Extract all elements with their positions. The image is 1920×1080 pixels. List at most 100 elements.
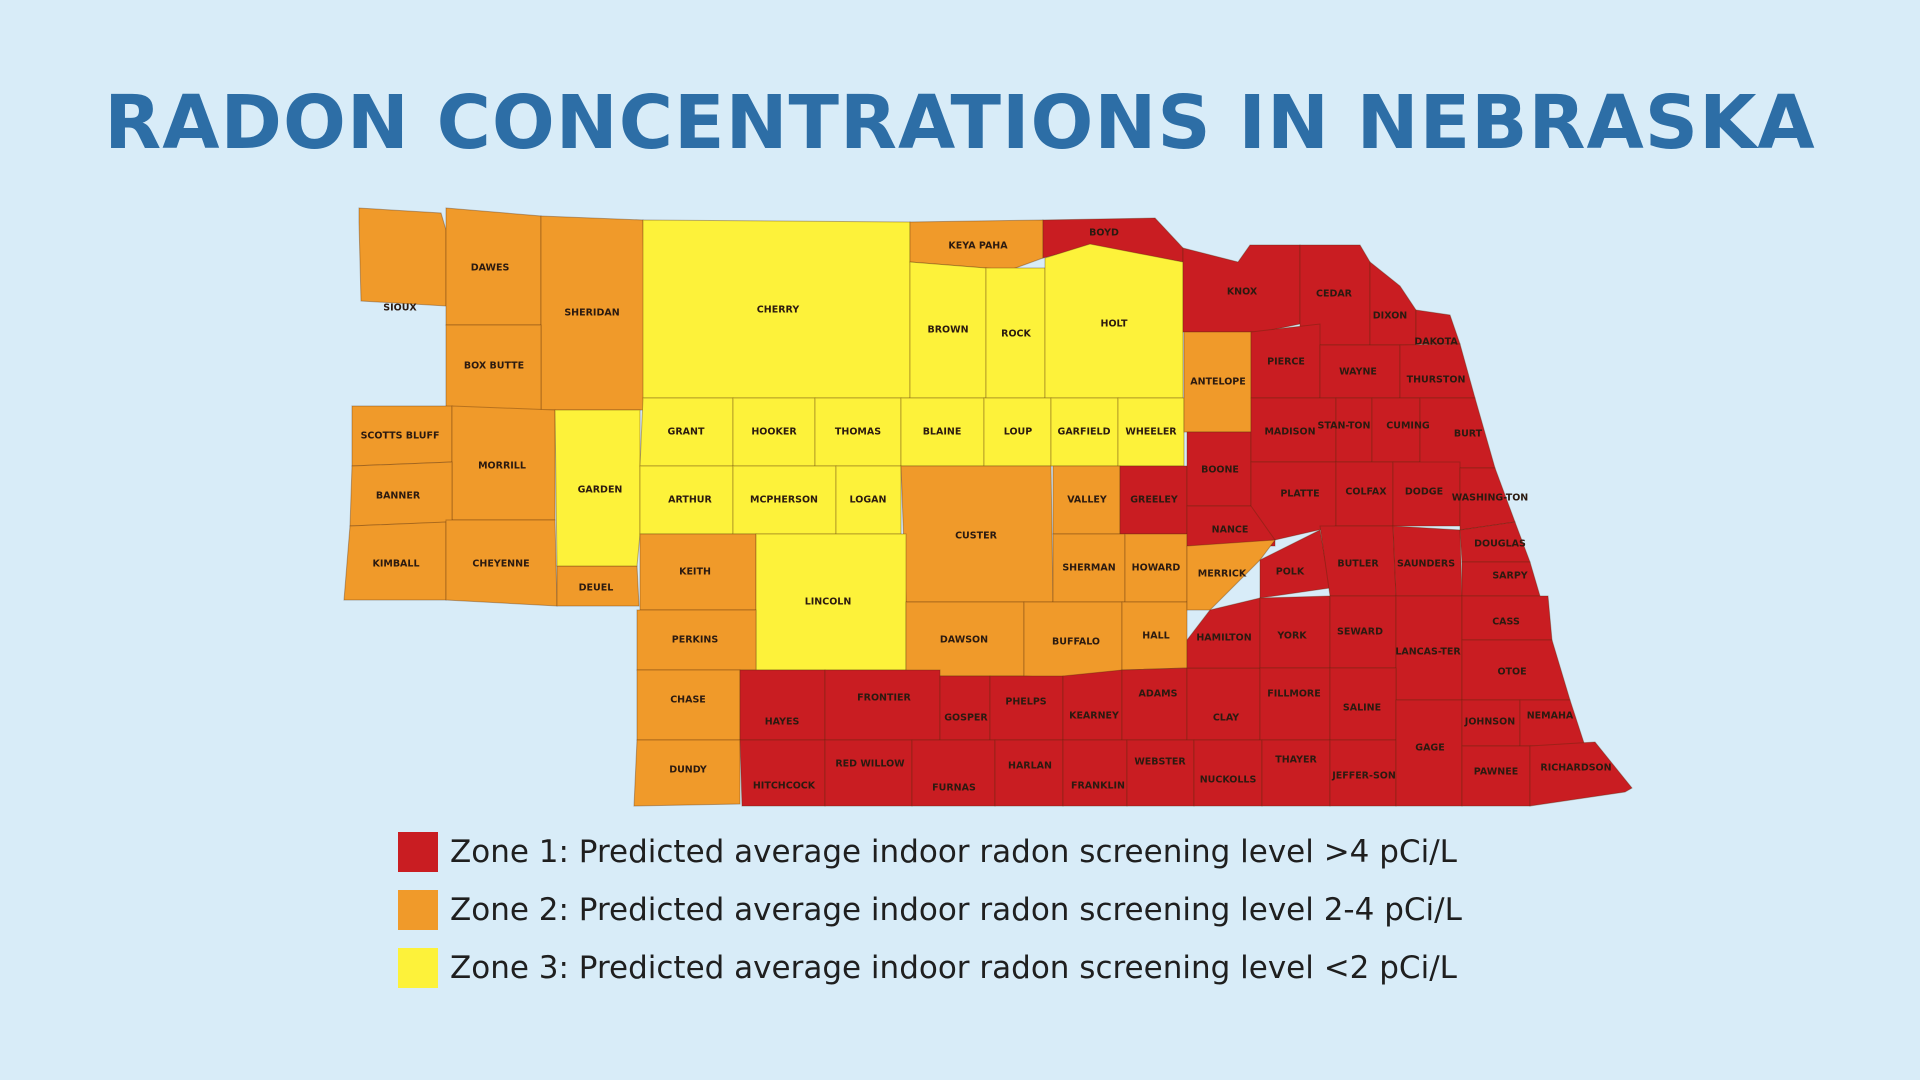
county-label-valley: VALLEY: [1067, 495, 1107, 506]
county-label-frontier: FRONTIER: [857, 693, 911, 704]
page-title: RADON CONCENTRATIONS IN NEBRASKA: [104, 80, 1816, 166]
county-label-boone: BOONE: [1201, 465, 1239, 476]
county-phelps: [989, 675, 1064, 741]
county-label-cheyenne: CHEYENNE: [472, 559, 529, 570]
county-label-furnas: FURNAS: [932, 783, 976, 794]
county-kearney: [1062, 669, 1123, 741]
county-richardson: [1529, 741, 1633, 807]
county-nemaha: [1519, 699, 1586, 747]
county-frontier: [824, 669, 941, 741]
county-franklin: [1062, 739, 1128, 807]
county-label-colfax: COLFAX: [1345, 487, 1387, 498]
county-label-keith: KEITH: [679, 567, 711, 578]
county-label-harlan: HARLAN: [1008, 761, 1052, 772]
county-sioux: [358, 207, 447, 307]
county-label-phelps: PHELPS: [1005, 697, 1046, 708]
county-label-dundy: DUNDY: [669, 765, 707, 776]
county-label-cass: CASS: [1492, 617, 1520, 628]
county-label-nuckolls: NUCKOLLS: [1200, 775, 1257, 786]
county-thayer: [1261, 739, 1331, 807]
county-label-garden: GARDEN: [578, 485, 623, 496]
county-label-deuel: DEUEL: [579, 583, 614, 594]
county-label-pierce: PIERCE: [1267, 357, 1305, 368]
county-label-hamilton: HAMILTON: [1196, 633, 1251, 644]
county-label-jeffer-son: JEFFER-SON: [1331, 771, 1396, 782]
county-label-keya-paha: KEYA PAHA: [948, 241, 1008, 252]
county-label-brown: BROWN: [927, 325, 968, 336]
county-label-douglas: DOUGLAS: [1474, 539, 1526, 550]
county-label-hitchcock: HITCHCOCK: [753, 781, 816, 792]
county-label-hooker: HOOKER: [751, 427, 797, 438]
county-garden: [554, 409, 641, 567]
county-label-morrill: MORRILL: [478, 461, 526, 472]
county-label-adams: ADAMS: [1139, 689, 1178, 700]
county-label-greeley: GREELEY: [1130, 495, 1178, 506]
county-label-otoe: OTOE: [1497, 667, 1526, 678]
county-label-garfield: GARFIELD: [1058, 427, 1111, 438]
county-label-polk: POLK: [1276, 567, 1305, 578]
county-label-wheeler: WHEELER: [1125, 427, 1177, 438]
county-label-blaine: BLAINE: [923, 427, 962, 438]
county-label-box-butte: BOX BUTTE: [464, 361, 524, 372]
county-label-platte: PLATTE: [1280, 489, 1319, 500]
county-label-dawes: DAWES: [471, 263, 510, 274]
legend-swatch-zone-3: [398, 948, 438, 988]
county-hayes: [739, 669, 826, 741]
county-label-richardson: RICHARDSON: [1540, 763, 1611, 774]
county-label-nemaha: NEMAHA: [1527, 711, 1574, 722]
county-label-chase: CHASE: [670, 695, 706, 706]
county-label-cuming: CUMING: [1386, 421, 1430, 432]
county-platte: [1250, 461, 1337, 541]
county-label-red-willow: RED WILLOW: [835, 759, 905, 770]
county-label-burt: BURT: [1454, 429, 1483, 440]
county-label-antelope: ANTELOPE: [1190, 377, 1246, 388]
county-label-washing-ton: WASHING-TON: [1452, 493, 1529, 504]
county-label-mcpherson: MCPHERSON: [750, 495, 818, 506]
county-nance: [1186, 505, 1276, 547]
county-label-madison: MADISON: [1264, 427, 1315, 438]
county-label-clay: CLAY: [1213, 713, 1239, 724]
legend-label-zone-1: Zone 1: Predicted average indoor radon s…: [450, 834, 1457, 870]
legend-item-zone-3: Zone 3: Predicted average indoor radon s…: [398, 948, 1462, 988]
county-harlan: [994, 739, 1064, 807]
county-label-dakota: DAKOTA: [1414, 337, 1458, 348]
county-label-hayes: HAYES: [765, 717, 800, 728]
county-label-sarpy: SARPY: [1492, 571, 1527, 582]
legend-item-zone-1: Zone 1: Predicted average indoor radon s…: [398, 832, 1462, 872]
county-label-kearney: KEARNEY: [1069, 711, 1119, 722]
county-label-perkins: PERKINS: [672, 635, 719, 646]
county-label-dodge: DODGE: [1405, 487, 1443, 498]
county-merrick: [1186, 539, 1277, 611]
county-label-hall: HALL: [1142, 631, 1169, 642]
county-label-lincoln: LINCOLN: [805, 597, 852, 608]
county-label-fillmore: FILLMORE: [1267, 689, 1320, 700]
county-hitchcock: [739, 739, 826, 807]
county-gosper: [939, 675, 991, 741]
county-furnas: [911, 739, 996, 807]
county-keya-paha: [909, 219, 1044, 271]
county-labels: SIOUX DAWES SHERIDAN BOX BUTTE SCOTTS BLUFF M…: [361, 228, 1612, 794]
county-label-saline: SALINE: [1343, 703, 1381, 714]
county-label-sherman: SHERMAN: [1062, 563, 1115, 574]
county-label-loup: LOUP: [1004, 427, 1033, 438]
county-label-pawnee: PAWNEE: [1474, 767, 1518, 778]
county-label-cedar: CEDAR: [1316, 289, 1353, 300]
county-label-grant: GRANT: [668, 427, 705, 438]
county-clay: [1186, 667, 1261, 741]
county-label-rock: ROCK: [1001, 329, 1031, 340]
legend-swatch-zone-2: [398, 890, 438, 930]
county-dundy: [633, 739, 741, 807]
county-label-merrick: MERRICK: [1198, 569, 1247, 580]
county-label-boyd: BOYD: [1089, 228, 1119, 239]
county-label-stan-ton: STAN-TON: [1318, 421, 1371, 432]
county-label-thomas: THOMAS: [835, 427, 881, 438]
legend-label-zone-2: Zone 2: Predicted average indoor radon s…: [450, 892, 1462, 928]
county-label-dixon: DIXON: [1373, 311, 1407, 322]
county-nuckolls: [1193, 739, 1263, 807]
legend: Zone 1: Predicted average indoor radon s…: [398, 832, 1462, 1006]
county-label-thayer: THAYER: [1275, 755, 1317, 766]
county-label-arthur: ARTHUR: [668, 495, 712, 506]
county-red-willow: [824, 739, 913, 807]
legend-item-zone-2: Zone 2: Predicted average indoor radon s…: [398, 890, 1462, 930]
